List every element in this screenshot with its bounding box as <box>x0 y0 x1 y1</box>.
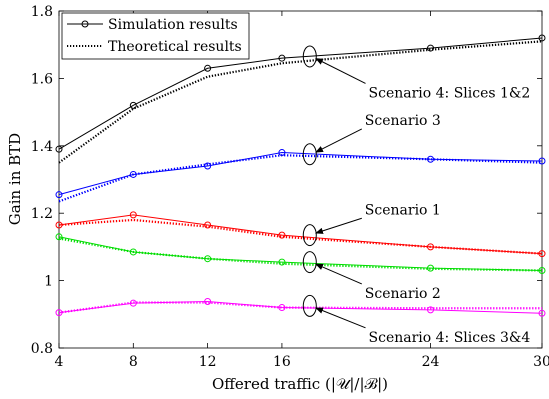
legend-simulation-marker <box>81 20 89 28</box>
simulation-line-scenario-4-slices-1-2 <box>58 37 543 150</box>
x-tick-label: 16 <box>273 354 291 370</box>
annotation-ellipse <box>302 294 317 317</box>
annotation-ellipse <box>302 143 317 166</box>
simulation-line-scenario-3 <box>58 152 543 196</box>
simulation-point-scenario-1 <box>129 211 137 219</box>
simulation-point-scenario-2 <box>55 233 63 241</box>
simulation-point-scenario-4-slices-1-2 <box>204 64 212 72</box>
simulation-point-scenario-1 <box>55 221 63 229</box>
annotation-arrow <box>315 128 363 153</box>
theoretical-line-scenario-4-slices-1-2 <box>58 40 543 164</box>
simulation-point-scenario-4-slices-3-4 <box>204 297 212 305</box>
x-axis-title: Offered traffic (|𝒰|/|ℬ|) <box>212 375 388 393</box>
ticks: 4 8 12 16 24 30 0.8 1 1.2 1.4 1.6 1.8 <box>31 4 549 370</box>
y-tick-label: 1.2 <box>31 206 53 222</box>
simulation-point-scenario-4-slices-1-2 <box>427 44 435 52</box>
simulation-point-scenario-4-slices-3-4 <box>278 304 286 312</box>
x-tick-label: 24 <box>422 354 440 370</box>
theoretical-line-scenario-3 <box>58 154 543 203</box>
x-tick-label: 4 <box>55 354 64 370</box>
annotation-arrow <box>315 58 366 84</box>
y-axis-title: Gain in BTD <box>6 133 24 225</box>
axes <box>58 10 543 349</box>
annotation-ellipse <box>302 45 317 68</box>
annotation-arrow <box>315 217 362 234</box>
legend-theoretical-label: Theoretical results <box>108 39 242 55</box>
annotation-label: Scenario 2 <box>365 286 441 302</box>
simulation-point-scenario-2 <box>278 258 286 266</box>
x-tick-label: 30 <box>533 354 549 370</box>
series <box>55 34 546 317</box>
y-tick-label: 1.8 <box>31 4 53 20</box>
simulation-point-scenario-4-slices-3-4 <box>538 309 546 317</box>
annotation-arrow <box>315 307 366 329</box>
y-tick-label: 1.4 <box>31 139 53 155</box>
simulation-point-scenario-3 <box>427 155 435 163</box>
simulation-line-scenario-2 <box>58 236 543 271</box>
legend: Simulation results Theoretical results <box>61 12 250 60</box>
y-tick-label: 1 <box>44 274 53 290</box>
annotation-ellipse <box>302 251 317 274</box>
y-tick-label: 0.8 <box>31 341 53 357</box>
simulation-line-scenario-1 <box>58 214 543 255</box>
simulation-point-scenario-3 <box>55 191 63 199</box>
simulation-point-scenario-3 <box>538 157 546 165</box>
plot-frame <box>58 10 543 349</box>
annotation-arrow <box>315 263 363 285</box>
theoretical-line-scenario-1 <box>58 218 543 255</box>
simulation-point-scenario-4-slices-1-2 <box>278 54 286 62</box>
simulation-point-scenario-4-slices-3-4 <box>427 306 435 314</box>
theoretical-line-scenario-4-slices-3-4 <box>58 301 542 314</box>
simulation-point-scenario-3 <box>204 162 212 170</box>
simulation-point-scenario-3 <box>129 170 137 178</box>
simulation-point-scenario-2 <box>538 266 546 274</box>
simulation-point-scenario-2 <box>204 255 212 263</box>
annotation-label: Scenario 4: Slices 3&4 <box>369 330 531 346</box>
simulation-point-scenario-4-slices-3-4 <box>55 309 63 317</box>
simulation-point-scenario-4-slices-1-2 <box>55 145 63 153</box>
simulation-point-scenario-1 <box>538 250 546 258</box>
simulation-point-scenario-4-slices-3-4 <box>129 299 137 307</box>
simulation-point-scenario-4-slices-1-2 <box>129 101 137 109</box>
x-tick-label: 8 <box>129 354 138 370</box>
y-tick-label: 1.6 <box>31 71 53 87</box>
annotation-label: Scenario 3 <box>365 113 441 129</box>
annotations: Scenario 4: Slices 1&2 Scenario 3 Scenario… <box>302 45 531 346</box>
annotation-label: Scenario 4: Slices 1&2 <box>369 85 531 101</box>
simulation-point-scenario-1 <box>278 231 286 239</box>
legend-box <box>61 12 250 60</box>
simulation-point-scenario-2 <box>427 264 435 272</box>
x-tick-label: 12 <box>199 354 217 370</box>
simulation-point-scenario-3 <box>278 149 286 157</box>
legend-simulation-label: Simulation results <box>108 17 238 33</box>
simulation-point-scenario-2 <box>129 248 137 256</box>
annotation-ellipse <box>302 224 317 247</box>
annotation-label: Scenario 1 <box>365 202 441 218</box>
simulation-point-scenario-4-slices-1-2 <box>538 34 546 42</box>
simulation-point-scenario-1 <box>204 221 212 229</box>
simulation-point-scenario-1 <box>427 243 435 251</box>
simulation-line-scenario-4-slices-3-4 <box>58 300 543 314</box>
